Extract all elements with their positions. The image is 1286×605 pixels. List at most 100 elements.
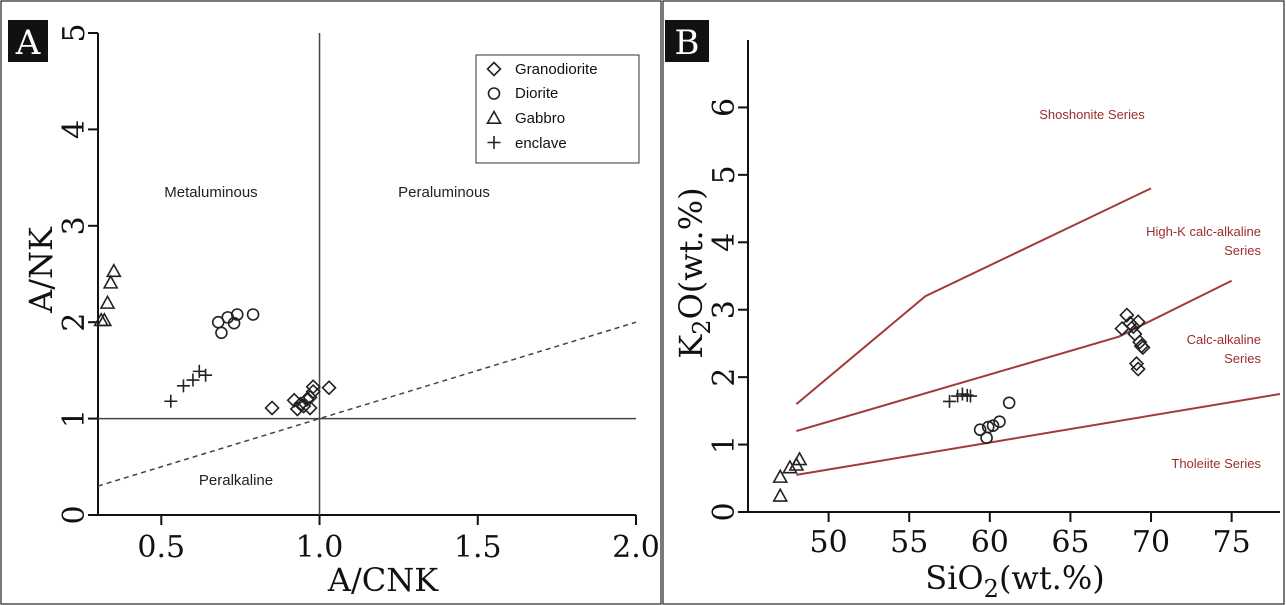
data-point-granodiorite — [1130, 314, 1146, 330]
data-point-granodiorite — [289, 401, 306, 417]
region-label-peraluminous: Peraluminous — [398, 184, 490, 201]
region-label-metaluminous: Metaluminous — [164, 184, 257, 201]
panel-b-x-axis-title-sub: 2 — [984, 575, 999, 603]
data-point-gabbro — [96, 312, 113, 327]
data-point-diorite — [227, 316, 241, 330]
legend-marker-enclave — [487, 136, 501, 149]
panel-a-y-tick-label: 3 — [57, 216, 92, 235]
panel-b-letter-badge — [665, 20, 709, 62]
data-point-diorite — [230, 308, 244, 321]
data-point-granodiorite — [264, 400, 280, 416]
diagonal-dashed-line — [97, 321, 637, 487]
data-point-granodiorite — [321, 380, 337, 396]
legend-label-enclave: enclave — [515, 135, 567, 152]
panel-a-points — [93, 262, 337, 417]
data-point-granodiorite — [1128, 356, 1145, 372]
data-point-granodiorite — [302, 400, 318, 416]
panel-b-y-tick-label: 3 — [707, 300, 742, 319]
panel-b-y-axis-title-sub: 2 — [688, 319, 716, 334]
data-point-enclave — [176, 379, 190, 393]
data-point-granodiorite — [1132, 334, 1148, 350]
shoshonite-boundary-line — [795, 187, 1152, 405]
panel-b-letter: B — [675, 23, 700, 63]
data-point-granodiorite — [1119, 307, 1135, 323]
panel-b-y-axis-title-suffix: O(wt.%) — [672, 187, 710, 319]
legend-marker-diorite — [487, 87, 501, 100]
data-point-diorite — [993, 415, 1006, 428]
panel-b-points — [772, 307, 1151, 502]
panel-a-guides — [97, 33, 637, 515]
panel-b-y-tick-label: 4 — [707, 233, 742, 252]
series-label-calc-alkaline: Calc-alkaline — [1187, 332, 1261, 347]
panel-a: A 0.5 1.0 1.5 2.0 0 1 2 3 4 5 Metaluminous Peralu… — [0, 0, 662, 605]
panel-b-x-axis-title: SiO2(wt.%) — [925, 559, 1104, 603]
tholeiite-boundary-line — [796, 393, 1281, 476]
data-point-gabbro — [99, 294, 116, 309]
panel-b-x-tick-label: 65 — [1051, 525, 1089, 560]
data-point-granodiorite — [1125, 318, 1141, 335]
panel-b-x-axis-title-suffix: (wt.%) — [999, 559, 1105, 597]
region-label-peralkaline: Peralkaline — [199, 472, 273, 489]
panel-a-x-tick-label: 2.0 — [612, 530, 660, 565]
legend-label-gabbro: Gabbro — [515, 110, 565, 127]
data-point-gabbro — [772, 468, 789, 483]
data-point-enclave — [199, 368, 213, 382]
data-point-gabbro — [102, 274, 119, 289]
high-k-boundary-line — [796, 279, 1233, 433]
panel-a-x-axis-title: A/CNK — [327, 561, 439, 599]
data-point-gabbro — [782, 459, 798, 474]
data-point-gabbro — [105, 262, 122, 278]
panel-b-frame — [662, 0, 1285, 605]
series-label-high-k-line2: Series — [1224, 243, 1261, 258]
series-label-shoshonite: Shoshonite Series — [1039, 107, 1145, 122]
panel-a-y-tick-label: 2 — [57, 313, 92, 332]
panel-b-y-axis-title: K2O(wt.%) — [672, 187, 716, 358]
panel-b-y-tick-label: 5 — [707, 165, 742, 184]
panel-a-x-tick-label: 1.5 — [454, 530, 502, 565]
panel-b-y-axis-title-main: K — [672, 334, 710, 359]
series-label-tholeiite: Tholeiite Series — [1171, 456, 1261, 471]
panel-b-axes: 50 55 60 65 70 75 0 1 2 3 4 5 6 — [707, 40, 1280, 560]
data-point-diorite — [980, 431, 993, 445]
panel-a-y-axis-title: A/NK — [22, 226, 60, 314]
panel-a-y-tick-label: 5 — [57, 23, 92, 42]
panel-a-frame — [0, 0, 662, 605]
data-point-granodiorite — [292, 396, 309, 412]
panel-b-y-tick-label: 6 — [707, 98, 742, 117]
panel-b-x-axis-title-main: SiO — [925, 559, 983, 597]
legend-label-diorite: Diorite — [515, 85, 558, 102]
data-point-diorite — [973, 423, 987, 437]
data-point-granodiorite — [302, 389, 318, 406]
data-point-granodiorite — [1135, 339, 1151, 356]
panel-a-letter-badge — [8, 20, 48, 62]
legend-label-granodiorite: Granodiorite — [515, 61, 598, 78]
data-point-gabbro — [791, 451, 808, 466]
panel-b-x-tick-label: 60 — [971, 525, 1009, 560]
data-point-gabbro — [772, 487, 789, 502]
data-point-diorite — [1002, 396, 1016, 410]
data-point-granodiorite — [1130, 361, 1146, 377]
panel-a-axes: 0.5 1.0 1.5 2.0 0 1 2 3 4 5 — [57, 23, 660, 565]
panel-a-y-tick-label: 4 — [57, 120, 92, 139]
legend-marker-gabbro — [486, 109, 502, 124]
data-point-granodiorite — [286, 392, 302, 408]
panel-b-y-tick-label: 1 — [707, 435, 742, 454]
data-point-diorite — [215, 326, 228, 340]
panel-a-y-tick-label: 0 — [57, 505, 92, 524]
data-point-diorite — [981, 420, 995, 434]
data-point-diorite — [246, 308, 260, 321]
panel-b-y-tick-label: 0 — [707, 502, 742, 521]
panel-b-x-tick-label: 50 — [810, 525, 848, 560]
panel-b-series-boundaries — [795, 187, 1281, 476]
panel-a-letter: A — [15, 23, 41, 63]
data-point-granodiorite — [305, 379, 321, 395]
legend-box — [475, 54, 640, 164]
panel-b-y-tick-label: 2 — [707, 368, 742, 387]
panel-a-x-tick-label: 1.0 — [296, 530, 344, 565]
data-point-enclave — [943, 394, 957, 408]
panel-a-x-tick-label: 0.5 — [137, 530, 185, 565]
panel-b-x-tick-label: 70 — [1132, 525, 1170, 560]
panel-b-x-tick-label: 55 — [890, 525, 928, 560]
series-label-high-k: High-K calc-alkaline — [1146, 224, 1261, 239]
